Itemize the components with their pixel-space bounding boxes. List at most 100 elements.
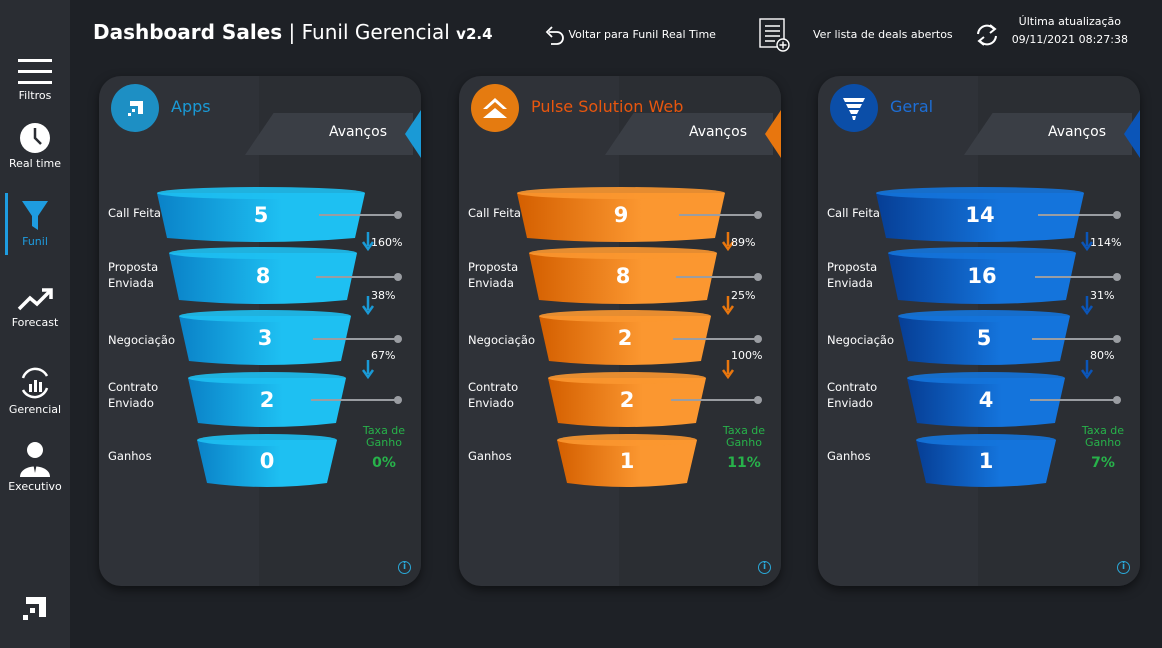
stage-value: 3 [257,326,273,350]
stage-connector [313,338,396,340]
undo-icon [545,26,564,45]
menu-icon [18,59,52,84]
funnel-stage[interactable]: 5 [898,309,1070,367]
info-icon[interactable]: i [758,561,771,574]
funnel-stage[interactable]: 1 [916,433,1056,489]
nav-filtros[interactable]: Filtros [0,56,70,102]
funnel-stage-shape [907,372,1065,427]
conversion-pct: 100% [731,349,763,362]
chart-refresh-icon [21,367,49,399]
title-main: Dashboard Sales [93,20,283,44]
stage-connector [1038,214,1115,216]
stage-label: Call Feita [468,206,521,220]
funnel-stage[interactable]: 2 [188,371,346,429]
funnel-stage-shape [557,434,697,487]
stage-label: Contrato Enviado [108,380,159,410]
brand-logo-icon [128,101,143,116]
funnel-stage-shape [517,187,725,242]
stage-connector [311,399,396,401]
funnel-stage[interactable]: 8 [529,246,717,306]
connector-dot [394,396,402,404]
funnel-stage[interactable]: 14 [876,186,1084,244]
last-update-value: 09/11/2021 08:27:38 [1011,33,1128,46]
stage-value: 5 [976,326,992,350]
title-sub: Funil Gerencial [301,20,450,44]
down-arrow-icon [1080,360,1094,379]
connector-dot [754,273,762,281]
pulse-logo-icon [483,98,507,118]
card-logo [830,84,878,132]
stage-connector [679,214,756,216]
down-arrow-icon [361,296,375,315]
funnel-stage[interactable]: 1 [557,433,697,489]
connector-dot [754,211,762,219]
nav-gerencial[interactable]: Gerencial [0,366,70,416]
funnel-stage-shape [876,187,1084,242]
nav-funil[interactable]: Funil [0,198,70,248]
info-icon[interactable]: i [398,561,411,574]
refresh-button[interactable] [974,22,1000,51]
open-deals-icon-button[interactable] [758,17,792,56]
stage-value: 9 [613,203,629,227]
down-arrow-icon [721,232,735,251]
funnel-icon [843,98,865,120]
funnel-stage[interactable]: 0 [197,433,337,489]
stage-connector [1034,276,1115,278]
funnel-stage[interactable]: 9 [517,186,725,244]
funnel-stage[interactable]: 2 [539,309,711,367]
sidebar: Filtros Real time Funil Forecast Gerenci… [0,0,70,648]
funnel-stage-shape [916,434,1056,487]
stage-label: Proposta Enviada [108,260,159,290]
open-deals-button[interactable]: Ver lista de deals abertos [813,28,953,41]
funnel-stage[interactable]: 3 [179,309,351,367]
avancos-label: Avanços [1047,124,1106,140]
funnel-stage-shape [529,247,717,304]
avancos-label: Avanços [688,124,747,140]
avancos-label: Avanços [328,124,387,140]
brand-logo-icon [23,597,46,620]
stage-label: Proposta Enviada [468,260,519,290]
nav-forecast[interactable]: Forecast [0,287,70,329]
funnel-stage-shape [197,434,337,487]
nav-label: Gerencial [8,403,62,416]
nav-real-time[interactable]: Real time [0,122,70,170]
list-add-icon [759,18,790,52]
card-title: Pulse Solution Web [531,97,684,116]
nav-label: Real time [8,157,62,170]
stage-label: Negociação [108,333,175,347]
conversion-pct: 89% [731,236,756,249]
stage-label: Call Feita [108,206,161,220]
connector-dot [754,396,762,404]
card-title: Geral [890,97,934,116]
last-update: Última atualização 09/11/2021 08:27:38 [1012,13,1128,49]
nav-executivo[interactable]: Executivo [0,441,70,493]
stage-value: 16 [967,264,997,288]
funnel-stage[interactable]: 5 [157,186,365,244]
funnel-stage[interactable]: 4 [907,371,1065,429]
stage-label: Call Feita [827,206,880,220]
version-label: v2.4 [456,25,493,43]
stage-value: 4 [978,388,994,412]
funnel-stage[interactable]: 8 [169,246,357,306]
stage-value: 8 [615,264,631,288]
funnel-stage[interactable]: 2 [548,371,706,429]
stage-label: Negociação [468,333,535,347]
stage-connector [1032,338,1115,340]
conversion-pct: 25% [731,289,756,302]
card-title: Apps [171,97,211,116]
avancos-ribbon [605,113,773,155]
stage-value: 14 [965,203,995,227]
connector-dot [394,273,402,281]
stage-value: 0 [259,449,275,473]
funnel-stage[interactable]: 16 [888,246,1076,306]
stage-value: 2 [259,388,275,412]
info-icon[interactable]: i [1117,561,1130,574]
down-arrow-icon [721,360,735,379]
conversion-pct: 160% [371,236,403,249]
down-arrow-icon [721,296,735,315]
back-realtime-button[interactable]: Voltar para Funil Real Time [543,24,716,46]
win-rate: Taxa de Ganho 7% [1076,425,1130,471]
down-arrow-icon [361,232,375,251]
down-arrow-icon [1080,296,1094,315]
funnel-stage-shape [179,310,351,365]
